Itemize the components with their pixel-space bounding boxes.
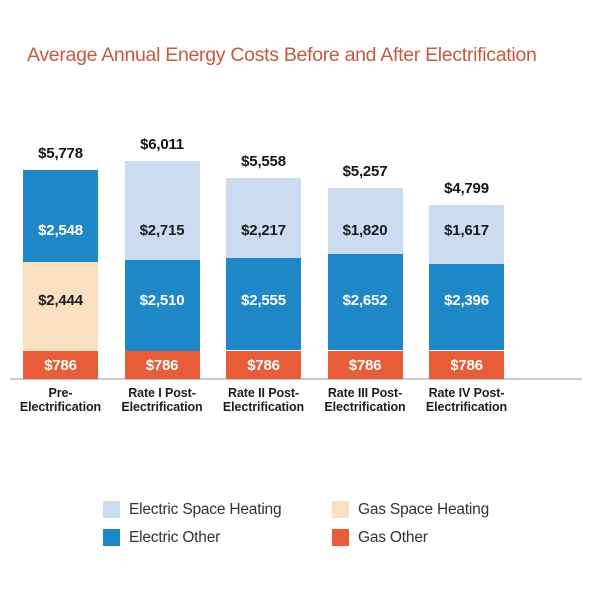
bar-total-label: $6,011 <box>140 136 184 154</box>
category-label: Rate III Post- Electrification <box>300 386 430 414</box>
bar-segment <box>327 188 403 255</box>
bar-total-label: $4,799 <box>444 180 489 198</box>
bar-segment <box>124 161 200 260</box>
bar-segment <box>429 350 504 379</box>
legend-item: Electric Space Heating <box>103 500 282 518</box>
bar-segment <box>327 254 403 351</box>
bar-segment <box>124 259 200 351</box>
category-label-line: Rate I Post- <box>128 386 196 400</box>
bar-segment <box>327 350 403 379</box>
legend-swatch <box>103 501 120 518</box>
legend-item: Gas Space Heating <box>332 501 489 518</box>
segment-value-label: $786 <box>247 357 280 374</box>
segment-value-label: $2,396 <box>444 292 489 309</box>
bar-segment <box>226 350 301 379</box>
bar-total-label: $5,558 <box>241 152 286 170</box>
legend-column: Gas Space Heating Gas Other <box>332 501 489 546</box>
segment-value-label: $786 <box>348 357 382 374</box>
legend-swatch <box>103 529 120 546</box>
segment-value-label: $786 <box>145 357 179 374</box>
legend-label: Gas Space Heating <box>358 500 490 518</box>
bar-segment <box>429 263 504 351</box>
category-label: Pre- Electrification <box>0 386 126 414</box>
segment-value-label: $2,652 <box>342 292 388 309</box>
legend-label: Electric Other <box>129 528 221 546</box>
segment-value-label: $1,617 <box>444 222 489 239</box>
segment-value-label: $2,715 <box>139 222 185 239</box>
category-label-line: Electrification <box>121 399 203 414</box>
legend-column: Electric Space Heating Electric Other <box>103 500 282 546</box>
legend-swatch <box>332 501 349 518</box>
bar-segment <box>226 177 301 258</box>
category-label-line: Electrification <box>425 399 508 414</box>
legend-label: Gas Other <box>358 528 428 546</box>
x-axis-line <box>10 378 582 380</box>
bar-total-label: $5,257 <box>342 163 388 181</box>
category-label: Rate I Post- Electrification <box>97 386 227 414</box>
legend-label: Electric Space Heating <box>129 500 282 518</box>
category-label: Rate IV Post- Electrification <box>402 386 532 414</box>
category-label-line: Electrification <box>19 399 102 414</box>
category-label-line: Rate IV Post- <box>428 386 505 400</box>
category-label-line: Pre- <box>48 386 73 400</box>
legend-swatch <box>332 529 349 546</box>
bar-segment <box>429 205 504 264</box>
legend-item: Electric Other <box>103 529 281 546</box>
category-label-line: Electrification <box>324 399 406 414</box>
bar-segment <box>23 350 98 379</box>
chart-title: Average Annual Energy Costs Before and A… <box>27 44 537 66</box>
bar-segment <box>124 350 200 379</box>
segment-value-label: $2,510 <box>139 292 185 309</box>
category-label-line: Rate II Post- <box>228 386 299 400</box>
segment-value-label: $786 <box>450 357 483 374</box>
segment-value-label: $2,548 <box>38 222 83 239</box>
segment-value-label: $786 <box>44 357 77 374</box>
category-label: Rate II Post- Electrification <box>199 386 329 414</box>
bar-segment <box>226 257 301 351</box>
bar-total-label: $5,778 <box>38 144 83 162</box>
category-label-line: Electrification <box>222 399 305 414</box>
category-label-line: Rate III Post- <box>327 386 403 400</box>
segment-value-label: $2,217 <box>241 222 286 239</box>
legend-item: Gas Other <box>332 529 489 546</box>
segment-value-label: $2,444 <box>38 292 83 309</box>
segment-value-label: $1,820 <box>342 222 388 239</box>
segment-value-label: $2,555 <box>241 292 286 309</box>
bar-segment <box>23 261 98 351</box>
bar-segment <box>23 169 98 262</box>
